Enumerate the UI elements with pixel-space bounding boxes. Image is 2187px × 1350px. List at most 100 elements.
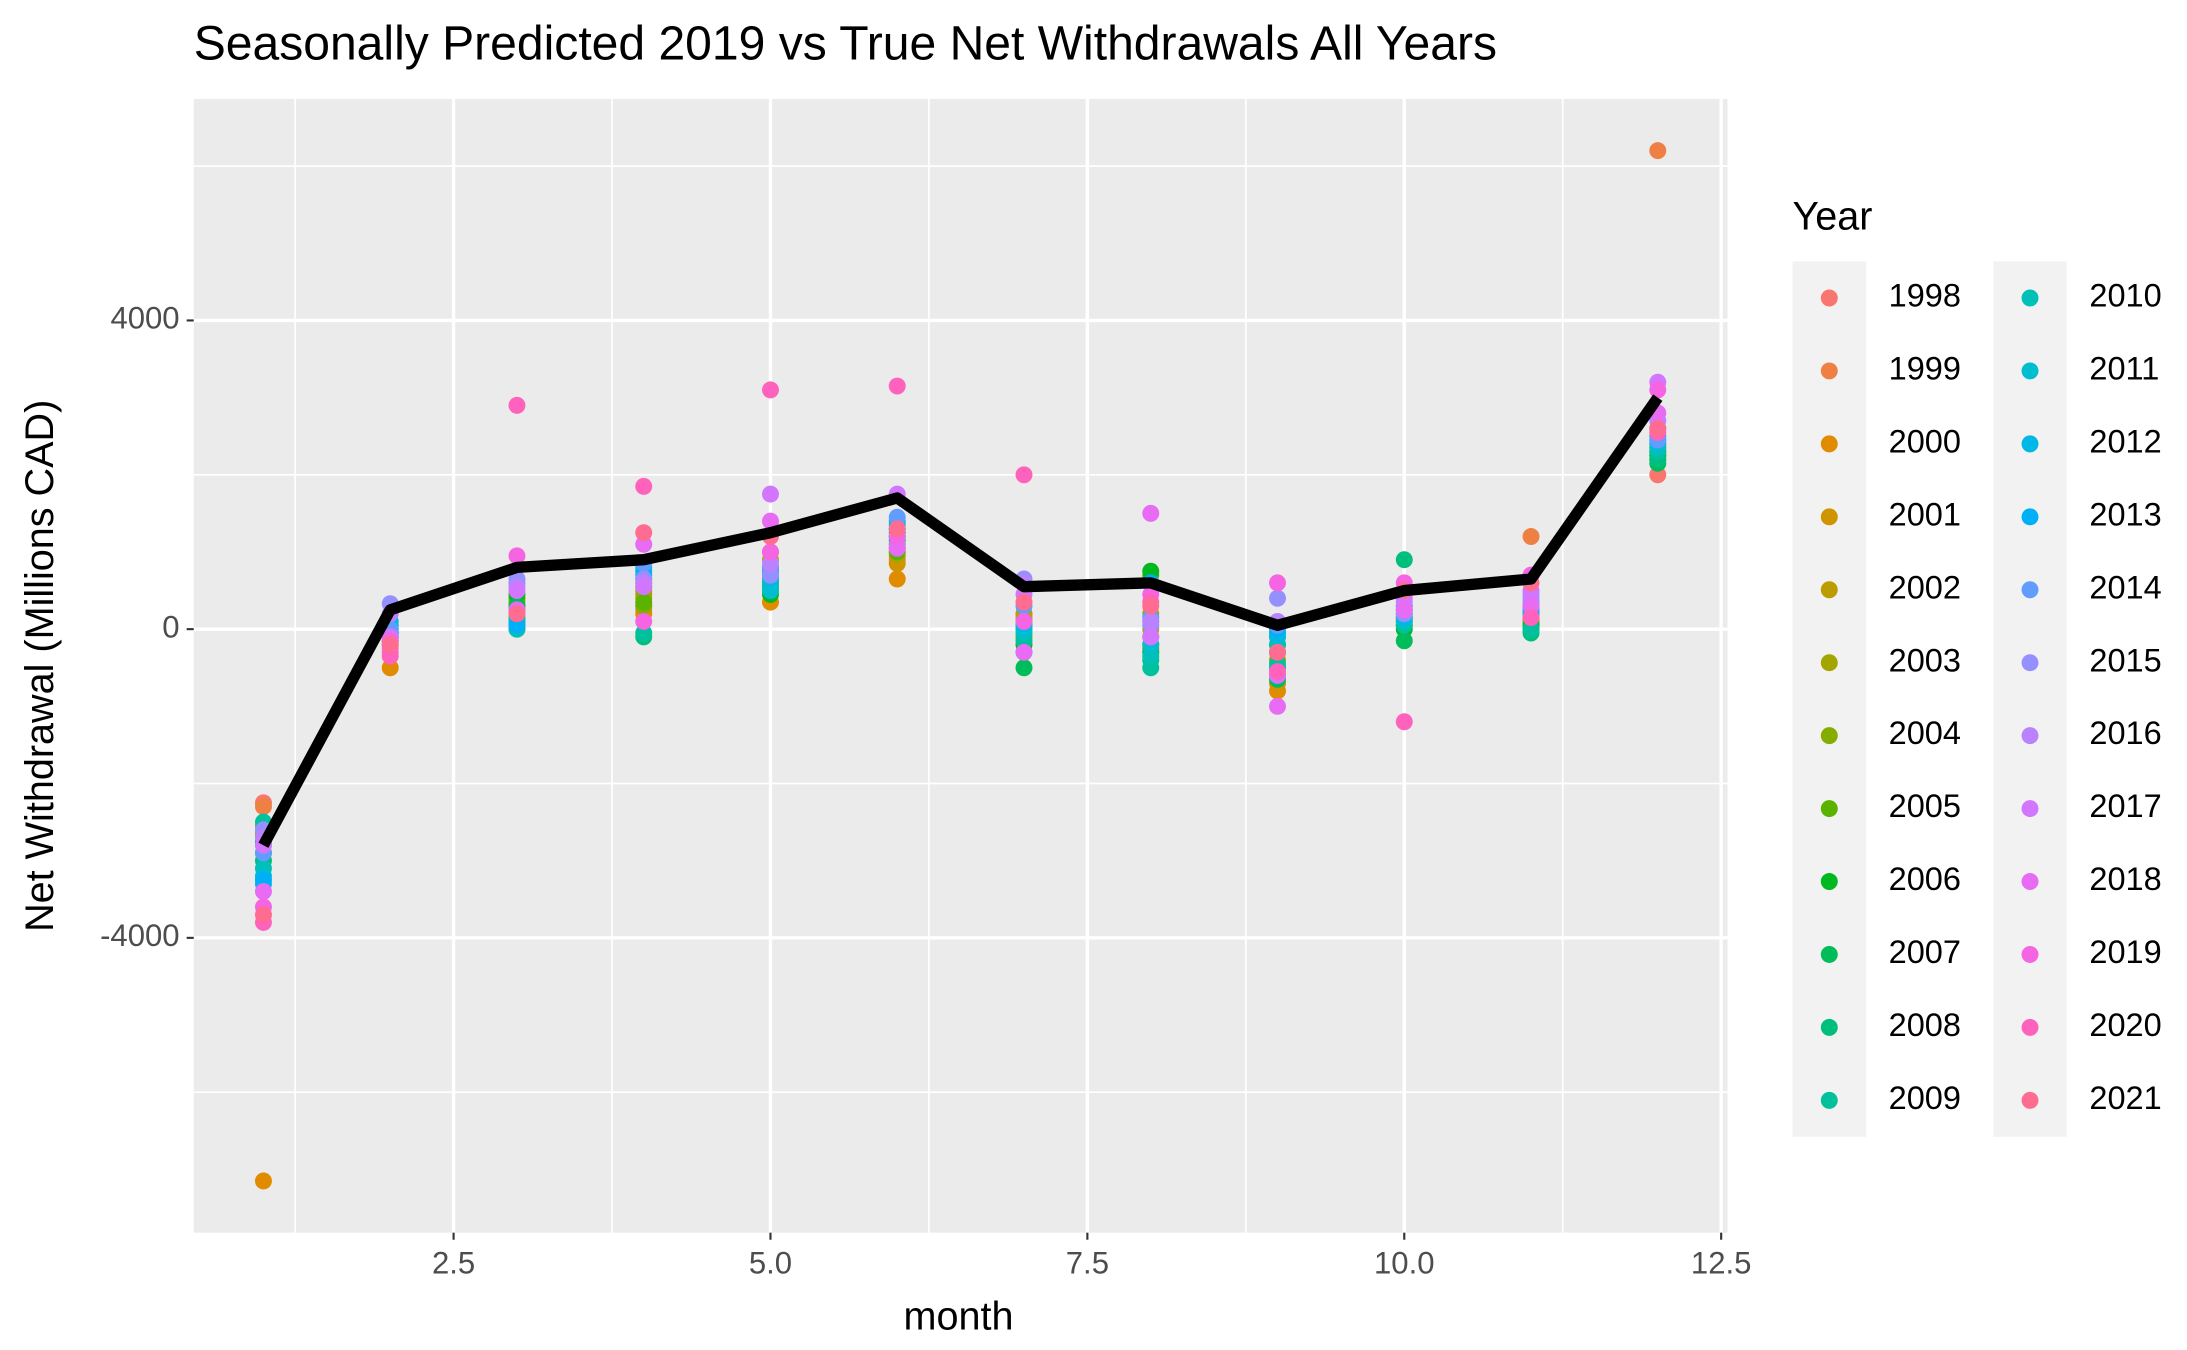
data-point	[762, 381, 779, 399]
x-tick-label: 2.5	[432, 1245, 475, 1280]
x-tick-label: 12.5	[1691, 1245, 1751, 1280]
data-point	[1015, 659, 1033, 677]
legend-marker	[2021, 654, 2039, 672]
legend-marker	[2021, 435, 2039, 453]
data-point	[888, 570, 906, 588]
legend-label: 2001	[1889, 496, 1961, 532]
data-point	[762, 543, 779, 561]
legend-marker	[2021, 362, 2039, 380]
data-point	[635, 524, 653, 542]
legend-key-background	[1792, 261, 1867, 1137]
legend-label: 2011	[2089, 351, 2159, 387]
data-point	[508, 605, 526, 623]
legend-label: 2020	[2089, 1007, 2161, 1043]
data-point	[254, 883, 272, 901]
data-point	[254, 906, 272, 924]
legend-marker	[1820, 435, 1838, 453]
legend-key-background	[1993, 261, 2067, 1137]
data-point	[1142, 612, 1160, 630]
legend-marker	[2021, 945, 2039, 963]
data-point	[1269, 589, 1286, 607]
legend-marker	[2021, 800, 2039, 818]
data-point	[1395, 601, 1413, 619]
data-point	[1649, 142, 1667, 160]
legend-marker	[1820, 873, 1838, 891]
legend-label: 2004	[1889, 715, 1961, 751]
legend-label: 2006	[1889, 861, 1961, 897]
legend-label: 2000	[1889, 423, 1961, 459]
legend-marker	[2021, 1091, 2039, 1109]
legend-label: 2012	[2089, 423, 2161, 459]
data-point	[762, 512, 779, 530]
data-point	[1395, 551, 1413, 569]
legend-label: 2003	[1889, 642, 1961, 678]
legend-label: 2016	[2089, 715, 2161, 751]
data-point	[1395, 632, 1413, 650]
data-point	[635, 612, 653, 630]
legend-label: 2008	[1889, 1007, 1961, 1043]
legend-marker	[2021, 1018, 2039, 1036]
data-point	[1522, 528, 1540, 546]
legend-marker	[1820, 508, 1838, 526]
legend-label: 2013	[2089, 496, 2161, 532]
data-point	[1015, 466, 1033, 484]
x-tick-label: 5.0	[749, 1245, 792, 1280]
legend-label: 2007	[1889, 934, 1961, 970]
data-point	[1522, 609, 1540, 627]
data-point	[508, 547, 526, 565]
y-axis-title: Net Withdrawal (Millions CAD)	[18, 400, 62, 932]
data-point	[635, 477, 653, 495]
data-point	[1142, 504, 1160, 522]
legend-marker	[1820, 289, 1838, 307]
data-point	[1395, 713, 1413, 731]
prediction-line	[258, 394, 1663, 848]
legend-label: 2009	[1889, 1080, 1961, 1116]
data-point	[1015, 593, 1033, 611]
data-point	[1142, 597, 1160, 615]
legend-label: 2014	[2089, 569, 2161, 605]
legend-marker	[2021, 581, 2039, 599]
data-point	[1142, 628, 1160, 646]
legend-marker	[2021, 873, 2039, 891]
plot-panel	[193, 98, 1728, 1233]
x-tick-label: 10.0	[1374, 1245, 1435, 1280]
legend-marker	[1820, 1018, 1838, 1036]
legend-marker	[1820, 727, 1838, 745]
legend-marker	[2021, 727, 2039, 745]
data-point	[381, 636, 399, 654]
legend-label: 2002	[1889, 569, 1961, 605]
legend-label: 2017	[2089, 788, 2161, 824]
legend-marker	[1820, 800, 1838, 818]
data-point	[1649, 420, 1667, 437]
y-tick-label: 4000	[110, 301, 179, 336]
legend-marker	[1820, 362, 1838, 380]
data-point	[508, 582, 526, 600]
data-point	[1015, 612, 1033, 630]
data-point	[635, 593, 653, 611]
data-point	[508, 396, 526, 414]
legend-marker	[1820, 1091, 1838, 1109]
legend-marker	[2021, 508, 2039, 526]
data-point	[1015, 643, 1033, 661]
x-tick-label: 7.5	[1066, 1245, 1109, 1280]
legend-title: Year	[1793, 195, 1873, 239]
legend-label: 2015	[2089, 642, 2161, 678]
legend-marker	[2021, 289, 2039, 307]
data-point	[1269, 643, 1286, 661]
data-point	[635, 578, 653, 596]
legend-label: 1999	[1889, 351, 1961, 387]
data-point	[1649, 381, 1667, 399]
legend-label: 2010	[2089, 278, 2161, 314]
data-point	[1269, 574, 1286, 592]
data-point	[888, 377, 906, 395]
y-tick-label: 0	[162, 609, 179, 644]
legend-label: 2018	[2089, 861, 2161, 897]
x-axis-title: month	[904, 1294, 1014, 1338]
legend-label: 1998	[1889, 278, 1961, 314]
legend-label: 2021	[2089, 1080, 2161, 1116]
data-point	[888, 520, 906, 538]
chart-title: Seasonally Predicted 2019 vs True Net Wi…	[194, 16, 1497, 70]
legend-marker	[1820, 654, 1838, 672]
